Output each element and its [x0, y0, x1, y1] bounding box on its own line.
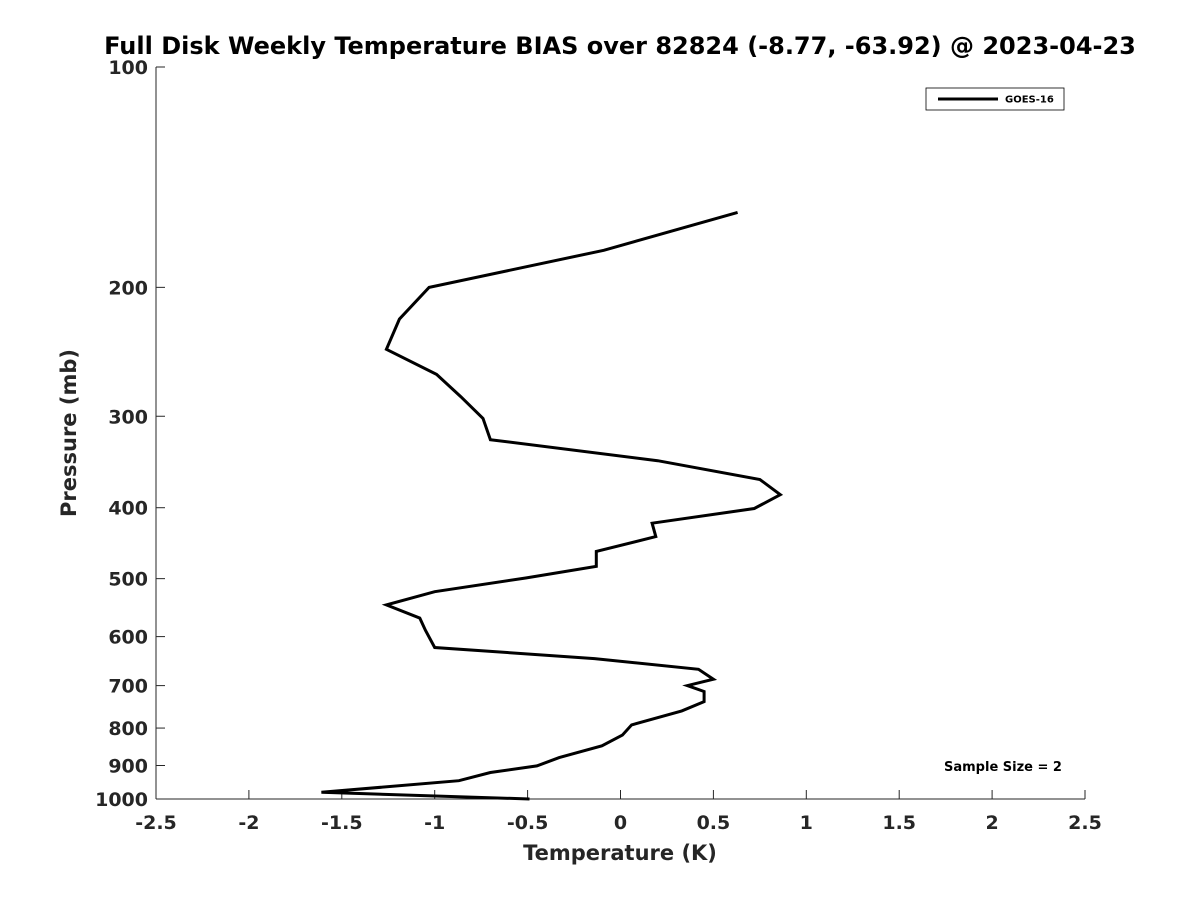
y-axis-label: Pressure (mb)	[57, 349, 81, 517]
y-tick-label: 1000	[95, 789, 148, 811]
x-tick-label: 1	[800, 812, 813, 834]
y-tick-label: 900	[108, 756, 148, 778]
x-tick-label: -1.5	[321, 812, 363, 834]
x-tick-label: 0	[614, 812, 627, 834]
y-tick-label: 400	[108, 498, 148, 520]
y-tick-label: 300	[108, 406, 148, 428]
y-tick-label: 200	[108, 277, 148, 299]
x-tick-label: 2	[985, 812, 998, 834]
y-tick-label: 500	[108, 569, 148, 591]
x-tick-label: -2.5	[135, 812, 177, 834]
legend-label-goes-16: GOES-16	[1005, 95, 1054, 106]
x-axis-ticks: -2.5 -2 -1.5 -1 -0.5 0 0.5 1 1.5 2 2.5	[135, 790, 1102, 834]
x-tick-label: -1	[424, 812, 445, 834]
x-axis-label: Temperature (K)	[523, 841, 717, 865]
y-axis-ticks: 100 200 300 400 500 600 700 800 900 1000	[95, 57, 165, 811]
x-tick-label: -2	[238, 812, 259, 834]
plot-area	[156, 67, 1085, 799]
y-tick-label: 700	[108, 676, 148, 698]
chart-title: Full Disk Weekly Temperature BIAS over 8…	[104, 32, 1136, 60]
series-line-goes-16	[321, 210, 784, 801]
series-layer	[321, 210, 784, 801]
legend: GOES-16	[925, 87, 1065, 111]
y-tick-label: 800	[108, 718, 148, 740]
y-tick-label: 100	[108, 57, 148, 79]
x-tick-label: -0.5	[507, 812, 549, 834]
y-tick-label: 600	[108, 627, 148, 649]
x-tick-label: 0.5	[697, 812, 731, 834]
sample-size-annotation: Sample Size = 2	[944, 760, 1062, 775]
x-tick-label: 1.5	[882, 812, 916, 834]
x-tick-label: 2.5	[1068, 812, 1102, 834]
